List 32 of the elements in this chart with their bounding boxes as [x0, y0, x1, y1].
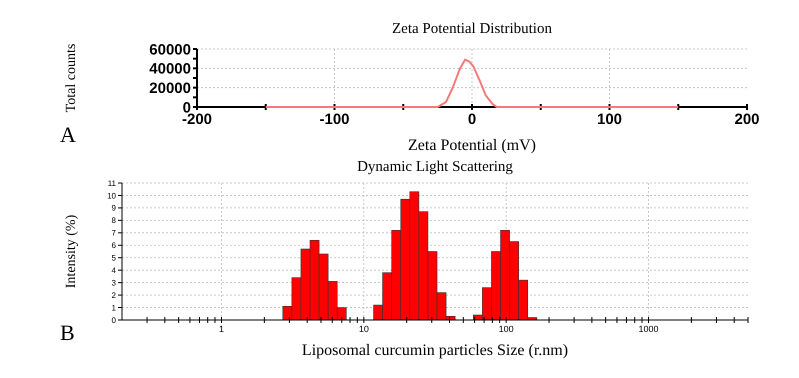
y-axis-title: Intensity (%) — [64, 214, 79, 288]
y-tick-label: 4 — [112, 266, 117, 275]
text: A — [60, 122, 76, 147]
x-axis-title: Zeta Potential (mV) — [408, 137, 536, 154]
x-tick-label: 10 — [358, 324, 369, 334]
y-tick-label: 3 — [112, 278, 117, 288]
y-tick-label: 8 — [112, 216, 117, 226]
x-tick-label: 100 — [596, 111, 622, 128]
y-tick-label: 10 — [107, 191, 117, 200]
chart-title: Zeta Potential Distribution — [392, 21, 552, 37]
line-series — [264, 58, 680, 108]
y-tick-label: 7 — [112, 228, 117, 238]
y-axis-title: Total counts — [64, 44, 79, 112]
y-tick-label: 2 — [112, 290, 117, 300]
y-tick-label: 40000 — [149, 60, 191, 78]
y-tick-label: 9 — [112, 204, 117, 213]
x-tick-label: 1000 — [638, 324, 659, 334]
y-tick-label: 20000 — [149, 80, 191, 97]
y-tick-label: 6 — [112, 241, 117, 250]
y-tick-label: 11 — [108, 178, 117, 188]
text: B — [60, 320, 75, 345]
x-tick-label: 1 — [218, 324, 224, 334]
y-tick-label: 5 — [112, 254, 117, 263]
x-tick-label: -100 — [319, 111, 350, 128]
x-tick-label: 200 — [734, 111, 760, 128]
x-axis-title: Liposomal curcumin particles Size (r.nm) — [302, 342, 568, 359]
y-tick-label: 1 — [112, 303, 117, 312]
chart-title: Dynamic Light Scattering — [357, 159, 514, 175]
y-tick-label: 0 — [112, 316, 117, 325]
x-tick-label: 100 — [498, 324, 514, 334]
y-tick-label: 60000 — [149, 41, 191, 58]
x-tick-label: 0 — [468, 111, 476, 128]
